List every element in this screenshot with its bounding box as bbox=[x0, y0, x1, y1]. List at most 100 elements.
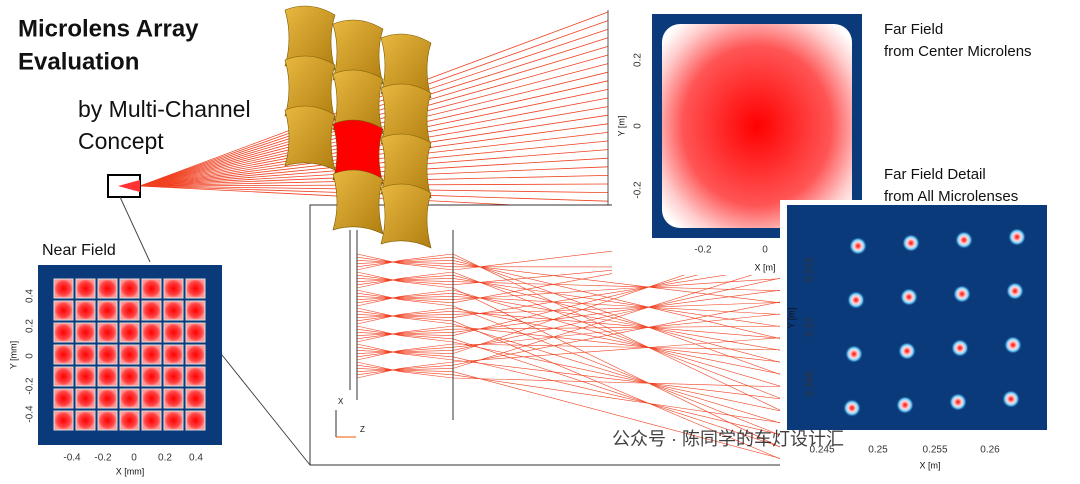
tick-label: 0.275 bbox=[805, 257, 816, 282]
spot bbox=[902, 234, 920, 252]
spot bbox=[953, 285, 971, 303]
lenslet bbox=[380, 83, 432, 149]
cell bbox=[53, 278, 74, 299]
ray bbox=[356, 350, 454, 354]
panel-label: from All Microlenses bbox=[884, 188, 1018, 205]
ray bbox=[356, 289, 454, 307]
cell bbox=[97, 366, 118, 387]
far-field-spot bbox=[662, 24, 852, 228]
cell bbox=[119, 278, 140, 299]
tick-label: 0.2 bbox=[158, 453, 172, 464]
ray bbox=[356, 361, 454, 379]
ray bbox=[356, 296, 454, 300]
cell bbox=[119, 322, 140, 343]
ray bbox=[452, 263, 791, 305]
ray bbox=[452, 274, 791, 366]
panel-label: Far Field bbox=[884, 21, 943, 38]
ray bbox=[356, 314, 454, 318]
cell bbox=[185, 278, 206, 299]
tick-label: 0.27 bbox=[805, 317, 816, 337]
tick-label: -0.4 bbox=[63, 453, 81, 464]
tick-label: 0.265 bbox=[805, 371, 816, 396]
cell bbox=[141, 300, 162, 321]
lenslet bbox=[380, 183, 432, 249]
cell bbox=[185, 322, 206, 343]
ray bbox=[452, 338, 791, 451]
ray bbox=[452, 278, 791, 329]
axis-triad: X Z bbox=[335, 397, 365, 438]
lens-array bbox=[284, 5, 432, 249]
lenslet bbox=[284, 105, 336, 171]
cell bbox=[75, 278, 96, 299]
watermark: 公众号 · 陈同学的车灯设计汇 bbox=[612, 429, 844, 449]
ray bbox=[356, 260, 454, 264]
cell bbox=[141, 322, 162, 343]
tick-label: 0.26 bbox=[980, 445, 1000, 456]
lenslet bbox=[332, 169, 384, 235]
detail-spots bbox=[843, 228, 1026, 417]
ray bbox=[452, 325, 791, 364]
cell bbox=[97, 388, 118, 409]
spot bbox=[1008, 228, 1026, 246]
tick-label: -0.4 bbox=[25, 405, 36, 423]
cell bbox=[141, 366, 162, 387]
ray bbox=[452, 262, 791, 369]
ray bbox=[356, 271, 454, 289]
ray bbox=[452, 288, 791, 333]
axis-label: X [m] bbox=[754, 262, 775, 272]
ray bbox=[356, 307, 454, 325]
spot bbox=[847, 291, 865, 309]
cell bbox=[141, 410, 162, 431]
lenslet bbox=[284, 55, 336, 121]
spot bbox=[843, 399, 861, 417]
ray bbox=[452, 281, 791, 292]
ray bbox=[356, 332, 454, 336]
ray bbox=[356, 328, 454, 340]
triad-z: Z bbox=[360, 425, 365, 434]
ray bbox=[452, 256, 791, 379]
cell bbox=[163, 278, 184, 299]
ray bbox=[356, 278, 454, 282]
cell bbox=[97, 410, 118, 431]
callout bbox=[221, 354, 311, 466]
axis-label: Y [mm] bbox=[8, 341, 18, 369]
axis-label: Y [m] bbox=[786, 308, 796, 329]
cell bbox=[163, 366, 184, 387]
ray bbox=[452, 371, 791, 462]
cell bbox=[75, 344, 96, 365]
cell bbox=[97, 322, 118, 343]
tick-label: -0.2 bbox=[94, 453, 112, 464]
ray bbox=[452, 289, 791, 390]
spot bbox=[949, 393, 967, 411]
cell bbox=[119, 388, 140, 409]
ray bbox=[356, 368, 454, 372]
spot bbox=[845, 345, 863, 363]
ray bbox=[452, 312, 791, 348]
ray bbox=[452, 374, 791, 425]
cell bbox=[75, 366, 96, 387]
tick-label: 0.255 bbox=[922, 445, 947, 456]
tick-label: 0 bbox=[131, 453, 137, 464]
ray bbox=[356, 328, 454, 340]
cell bbox=[141, 278, 162, 299]
ray bbox=[452, 296, 791, 316]
tick-label: 0.2 bbox=[633, 53, 644, 67]
tick-label: -0.2 bbox=[25, 377, 36, 395]
ray bbox=[452, 325, 791, 330]
cell bbox=[185, 300, 206, 321]
ray bbox=[356, 332, 454, 336]
tick-label: 0 bbox=[25, 353, 36, 359]
axis-label: X [mm] bbox=[116, 466, 145, 476]
ray bbox=[452, 320, 791, 464]
ray bbox=[356, 343, 454, 361]
ray bbox=[452, 310, 791, 340]
spot bbox=[955, 231, 973, 249]
ray bbox=[452, 277, 791, 300]
cell bbox=[53, 344, 74, 365]
tick-label: 0 bbox=[633, 123, 644, 129]
subtitle: Concept bbox=[78, 128, 164, 154]
cell bbox=[53, 388, 74, 409]
cell bbox=[163, 410, 184, 431]
ray bbox=[356, 271, 454, 289]
